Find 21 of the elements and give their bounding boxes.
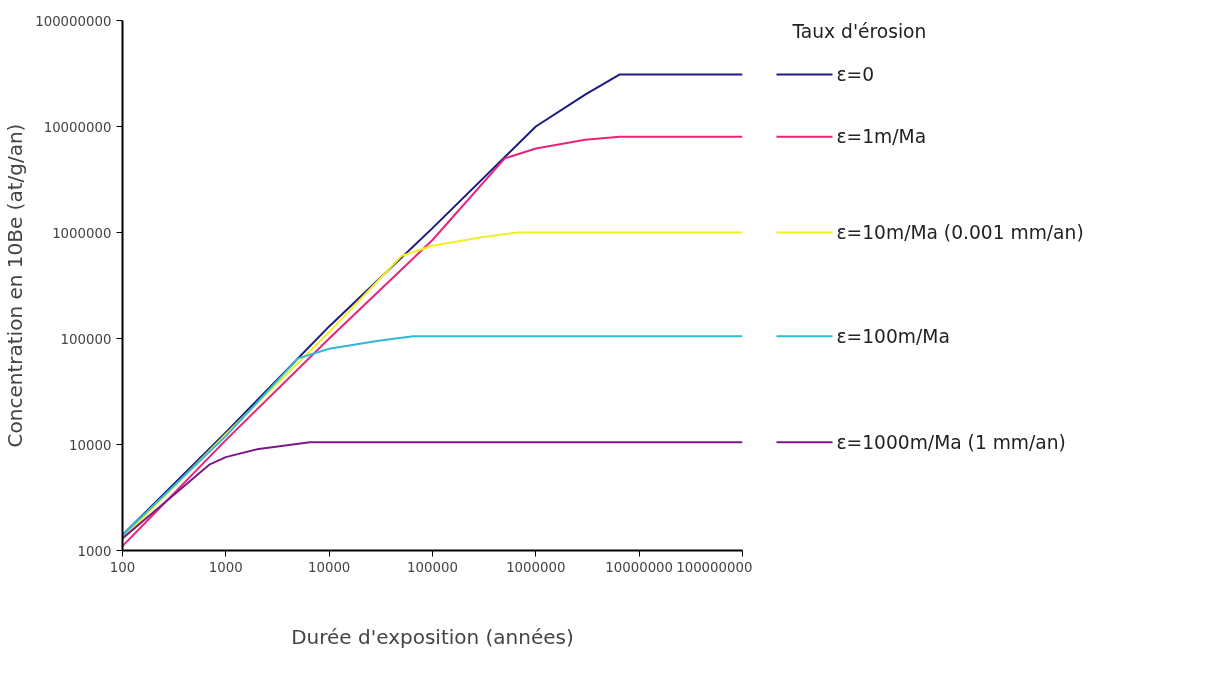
legend-label: ε=10m/Ma (0.001 mm/an) [836,222,1084,243]
y-tick-label: 1000000 [52,225,112,241]
legend-label: ε=1m/Ma [836,126,927,148]
y-tick-label: 1000 [77,543,112,559]
x-tick-label: 100000 [407,559,458,575]
y-tick-label: 100000000 [35,13,112,29]
x-tick-label: 1000000 [506,559,566,575]
y-tick-label: 100000 [60,331,112,347]
x-axis-title: Durée d'exposition (années) [291,624,574,649]
x-tick-label: 10000000 [605,559,674,575]
legend-label: ε=100m/Ma [836,325,950,347]
y-tick-label: 10000000 [43,119,112,135]
legend-label: ε=1000m/Ma (1 mm/an) [836,431,1066,453]
x-tick-label: 1000 [208,559,243,575]
x-tick-label: 100000000 [676,559,753,575]
legend-label: ε=0 [836,63,875,85]
x-tick-label: 10000 [307,559,351,575]
y-axis-title: Concentration en 10Be (at/g/an) [3,123,28,448]
legend-title: Taux d'érosion [791,20,927,42]
x-tick-label: 100 [109,559,136,575]
y-tick-label: 10000 [69,437,112,453]
